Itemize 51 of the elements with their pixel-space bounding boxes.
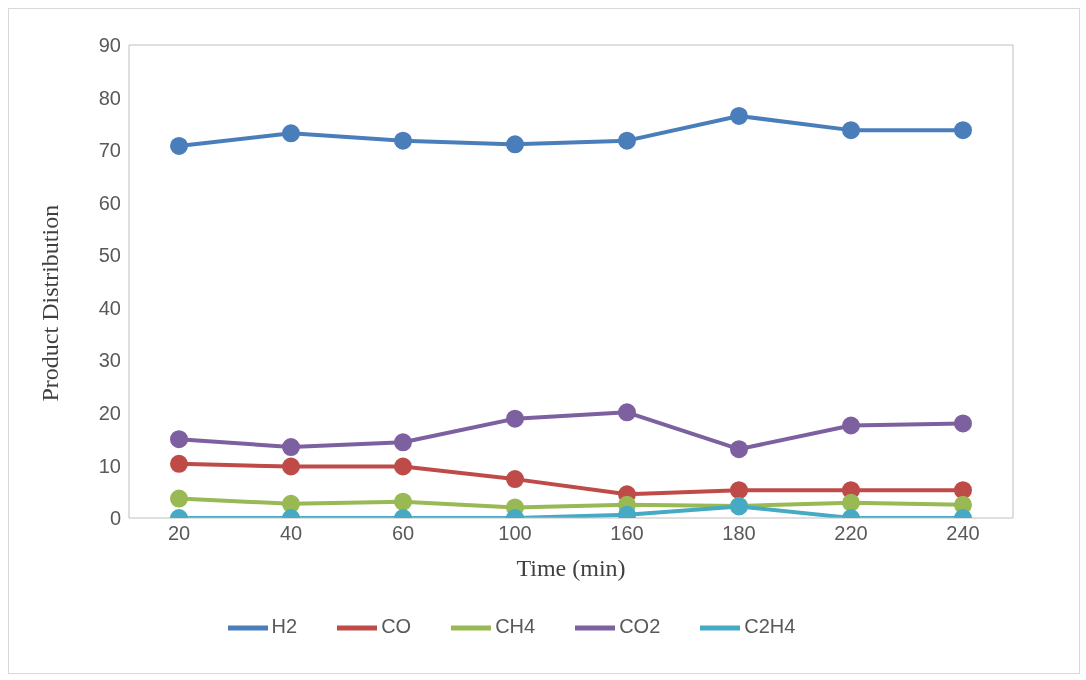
legend-label: CH4 xyxy=(495,615,536,638)
point xyxy=(282,124,300,143)
point xyxy=(842,121,860,140)
point xyxy=(282,457,300,476)
point xyxy=(954,414,972,433)
legend-label: C2H4 xyxy=(744,615,796,638)
y-tick-label: 60 xyxy=(98,191,121,214)
legend-label: CO xyxy=(381,615,412,638)
point xyxy=(394,131,412,150)
y-tick-label: 20 xyxy=(98,401,121,424)
point xyxy=(394,457,412,476)
y-axis-title: Product Distribution xyxy=(36,204,63,402)
x-tick-label: 20 xyxy=(167,522,191,545)
point xyxy=(730,440,748,459)
y-tick-label: 70 xyxy=(98,139,121,162)
legend-label: CO2 xyxy=(619,615,661,638)
point xyxy=(282,438,300,457)
point xyxy=(394,433,412,452)
point xyxy=(954,121,972,140)
x-axis-title: Time (min) xyxy=(516,555,626,581)
x-tick-label: 240 xyxy=(946,522,980,545)
point xyxy=(170,454,188,473)
point xyxy=(730,481,748,500)
point xyxy=(842,416,860,435)
point xyxy=(282,494,300,513)
y-tick-label: 30 xyxy=(98,349,121,372)
point xyxy=(618,403,636,422)
y-tick-label: 10 xyxy=(98,454,121,477)
x-tick-label: 60 xyxy=(391,522,415,545)
point xyxy=(170,489,188,508)
point xyxy=(170,136,188,155)
point xyxy=(394,492,412,511)
y-tick-label: 90 xyxy=(98,34,121,57)
x-tick-label: 100 xyxy=(498,522,532,545)
point xyxy=(954,481,972,500)
y-tick-label: 40 xyxy=(98,296,121,319)
point xyxy=(506,135,524,154)
x-tick-label: 220 xyxy=(834,522,868,545)
x-tick-label: 40 xyxy=(279,522,303,545)
point xyxy=(730,106,748,125)
y-tick-label: 0 xyxy=(109,507,121,530)
x-tick-label: 160 xyxy=(610,522,644,545)
point xyxy=(170,430,188,449)
y-tick-label: 80 xyxy=(98,86,121,109)
point xyxy=(842,493,860,512)
point xyxy=(618,131,636,150)
y-tick-label: 50 xyxy=(98,244,121,267)
legend-label: H2 xyxy=(271,615,298,638)
x-tick-label: 180 xyxy=(722,522,756,545)
point xyxy=(506,470,524,489)
point xyxy=(506,409,524,428)
